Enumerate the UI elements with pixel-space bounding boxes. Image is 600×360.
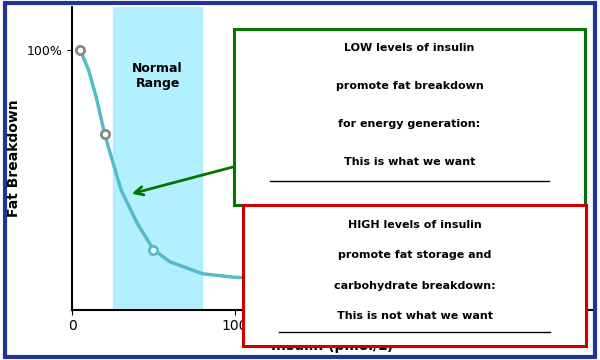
Text: for energy generation:: for energy generation:: [338, 119, 481, 129]
Text: This is not what we want: This is not what we want: [337, 311, 493, 321]
Text: LOW levels of insulin: LOW levels of insulin: [344, 43, 475, 53]
Text: carbohydrate breakdown:: carbohydrate breakdown:: [334, 281, 496, 291]
Text: HIGH levels of insulin: HIGH levels of insulin: [348, 220, 481, 230]
Y-axis label: Fat Breakdown: Fat Breakdown: [7, 100, 21, 217]
Text: promote fat breakdown: promote fat breakdown: [335, 81, 484, 91]
Text: promote fat storage and: promote fat storage and: [338, 250, 491, 260]
Bar: [113, 7, 202, 310]
Text: Normal
Range: Normal Range: [132, 62, 183, 90]
X-axis label: Insulin (pmol/L): Insulin (pmol/L): [271, 339, 394, 353]
Text: This is what we want: This is what we want: [344, 157, 475, 167]
